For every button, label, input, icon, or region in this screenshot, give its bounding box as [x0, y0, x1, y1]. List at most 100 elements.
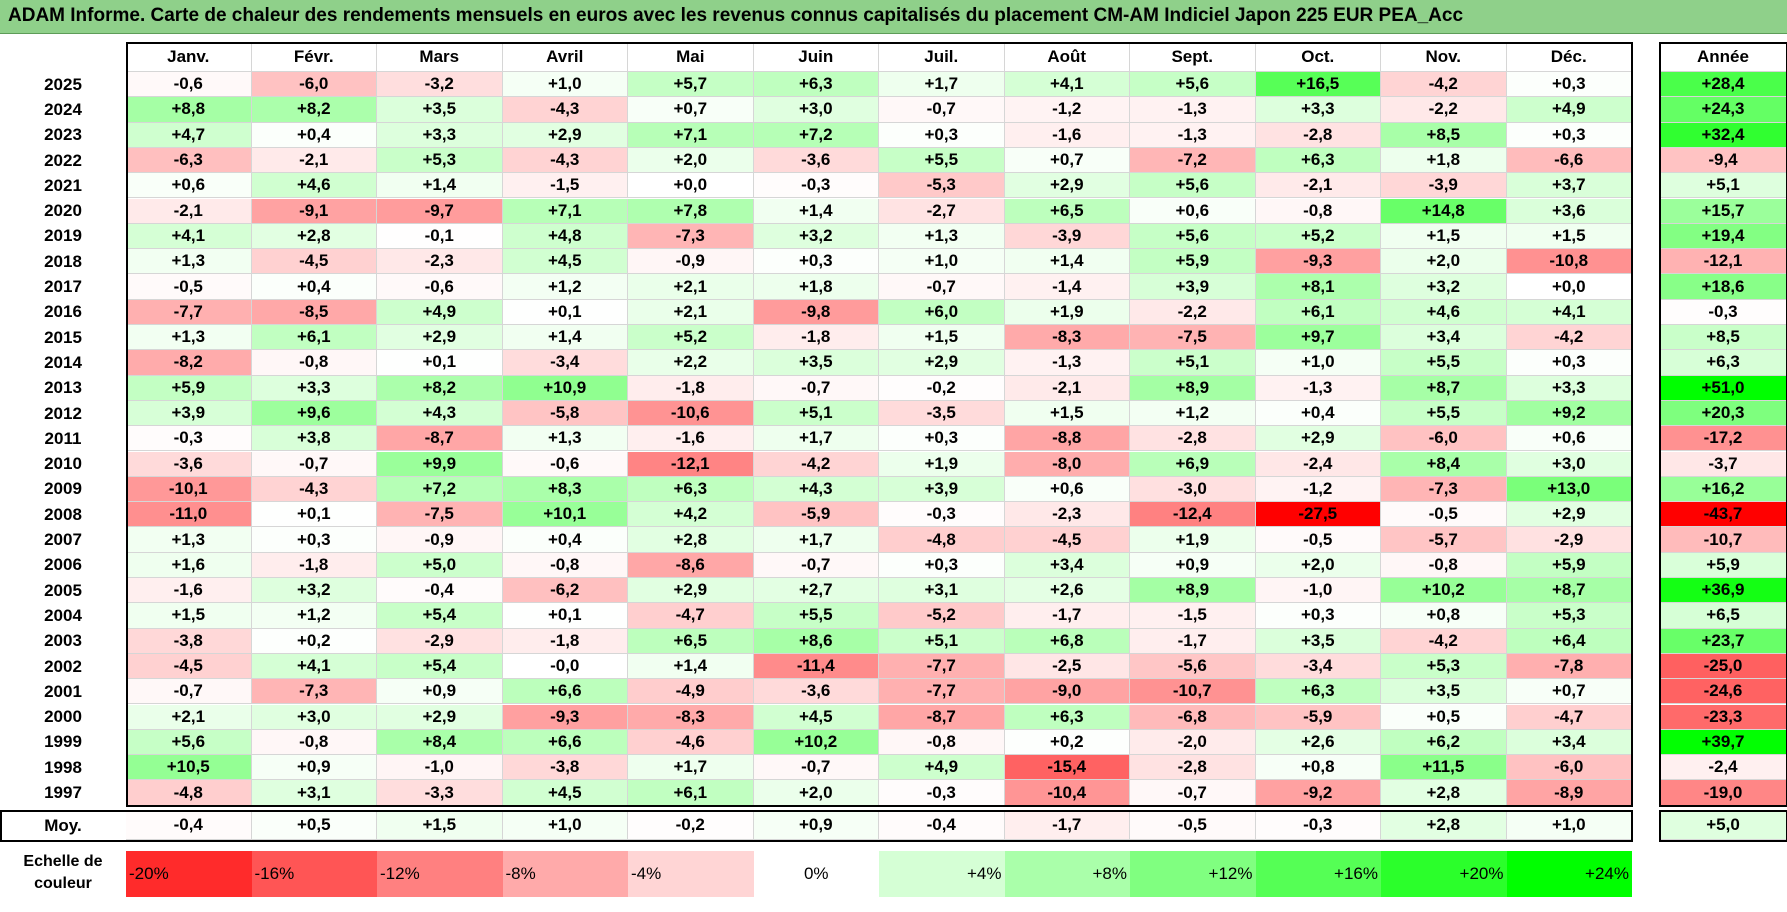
heatmap-cell: +10,1	[502, 502, 628, 528]
heatmap-cell: +3,3	[251, 375, 377, 401]
heatmap-cell: -10,4	[1004, 780, 1130, 806]
heatmap-cell: +10,2	[753, 729, 879, 756]
heatmap-cell: +8,2	[377, 375, 503, 401]
average-cell: +0,5	[251, 811, 377, 840]
heatmap-cell: +6,3	[1255, 679, 1381, 705]
heatmap-cell: +4,2	[628, 502, 754, 528]
heatmap-cell: -6,3	[126, 147, 252, 174]
year-label: 2001	[44, 681, 82, 701]
heatmap-cell: +1,2	[251, 603, 377, 629]
heatmap-cell: -10,7	[1130, 679, 1256, 705]
heatmap-cell: -2,5	[1004, 653, 1130, 680]
heatmap-cell: -7,7	[879, 653, 1005, 680]
heatmap-cell: +2,0	[753, 780, 879, 806]
heatmap-cell: +4,5	[502, 780, 628, 806]
heatmap-cell: -2,1	[251, 147, 377, 174]
year-label: 2009	[44, 479, 82, 499]
month-header: Déc.	[1506, 42, 1632, 72]
heatmap-cell: -0,8	[879, 729, 1005, 756]
heatmap-cell: -5,8	[502, 400, 628, 427]
heatmap-cell: -2,8	[1130, 426, 1256, 452]
year-label: 2022	[44, 150, 82, 170]
year-label: 1997	[44, 783, 82, 803]
annual-cell: -43,7	[1660, 502, 1787, 528]
heatmap-cell: +3,3	[377, 122, 503, 148]
heatmap-cell: +6,1	[628, 780, 754, 806]
heatmap-cell: -6,0	[251, 72, 377, 98]
heatmap-cell: +8,7	[1381, 375, 1507, 401]
heatmap-cell: +1,7	[753, 426, 879, 452]
heatmap-cell: -8,2	[126, 350, 252, 376]
year-label: 1998	[44, 757, 82, 777]
scale-swatch: +20%	[1381, 851, 1507, 897]
month-header: Oct.	[1255, 42, 1381, 72]
heatmap-cell: +0,4	[251, 122, 377, 148]
heatmap-cell: -8,6	[628, 552, 754, 578]
heatmap-cell: -1,8	[251, 552, 377, 578]
heatmap-cell: +0,6	[1506, 426, 1632, 452]
heatmap-cell: +1,7	[628, 755, 754, 781]
annual-cell: +39,7	[1660, 729, 1787, 756]
heatmap-cell: +7,8	[628, 198, 754, 224]
heatmap-cell: +0,3	[1506, 122, 1632, 148]
annual-cell: +19,4	[1660, 223, 1787, 250]
year-label: 2016	[44, 302, 82, 322]
heatmap-cell: -0,7	[753, 552, 879, 578]
heatmap-cell: +5,3	[377, 147, 503, 174]
heatmap-cell: +0,6	[1130, 198, 1256, 224]
heatmap-cell: +5,2	[1255, 223, 1381, 250]
heatmap-cell: +6,6	[502, 679, 628, 705]
heatmap-cell: +4,3	[377, 400, 503, 427]
heatmap-cell: -5,6	[1130, 653, 1256, 680]
heatmap-cell: +5,5	[879, 147, 1005, 174]
heatmap-cell: +4,6	[1381, 299, 1507, 325]
heatmap-cell: -9,3	[1255, 249, 1381, 275]
year-label: 1999	[44, 732, 82, 752]
heatmap-cell: +5,2	[628, 325, 754, 351]
heatmap-cell: -1,0	[377, 755, 503, 781]
scale-swatch: +4%	[879, 851, 1005, 897]
heatmap-cell: +5,1	[1130, 350, 1256, 376]
heatmap-cell: -0,4	[377, 578, 503, 604]
heatmap-cell: +2,1	[126, 704, 252, 730]
heatmap-cell: -8,5	[251, 299, 377, 325]
heatmap-cell: -0,0	[502, 653, 628, 680]
heatmap-cell: -1,6	[126, 578, 252, 604]
annual-cell: -9,4	[1660, 147, 1787, 174]
heatmap-cell: -2,1	[126, 198, 252, 224]
heatmap-cell: +5,4	[377, 653, 503, 680]
heatmap-cell: +10,9	[502, 375, 628, 401]
heatmap-cell: +6,9	[1130, 451, 1256, 477]
heatmap-cell: +6,6	[502, 729, 628, 756]
heatmap-cell: +0,3	[1506, 72, 1632, 98]
heatmap-cell: +1,0	[879, 249, 1005, 275]
heatmap-cell: +5,6	[1130, 223, 1256, 250]
heatmap-cell: -3,4	[1255, 653, 1381, 680]
year-label: 2024	[44, 99, 82, 119]
heatmap-cell: +6,1	[251, 325, 377, 351]
heatmap-cell: +4,9	[879, 755, 1005, 781]
heatmap-cell: +2,0	[1255, 552, 1381, 578]
heatmap-cell: +5,6	[1130, 173, 1256, 199]
year-label: 2012	[44, 403, 82, 423]
heatmap-cell: -2,2	[1130, 299, 1256, 325]
heatmap-cell: -0,5	[1381, 502, 1507, 528]
heatmap-cell: +6,8	[1004, 628, 1130, 654]
heatmap-cell: -3,5	[879, 400, 1005, 427]
heatmap-cell: +6,5	[628, 628, 754, 654]
heatmap-cell: +16,5	[1255, 72, 1381, 98]
scale-swatch: -4%	[628, 851, 754, 897]
heatmap-cell: -0,7	[753, 755, 879, 781]
heatmap-cell: -0,7	[879, 97, 1005, 123]
average-cell: -0,5	[1130, 811, 1256, 840]
heatmap-cell: -8,0	[1004, 451, 1130, 477]
heatmap-cell: +3,4	[1381, 325, 1507, 351]
heatmap-cell: -3,9	[1381, 173, 1507, 199]
heatmap-cell: +0,3	[879, 122, 1005, 148]
heatmap-cell: +6,2	[1381, 729, 1507, 756]
heatmap-cell: -5,9	[1255, 704, 1381, 730]
heatmap-cell: +2,9	[377, 325, 503, 351]
heatmap-cell: +4,9	[1506, 97, 1632, 123]
month-header: Mai	[628, 42, 754, 72]
heatmap-cell: -3,8	[126, 628, 252, 654]
